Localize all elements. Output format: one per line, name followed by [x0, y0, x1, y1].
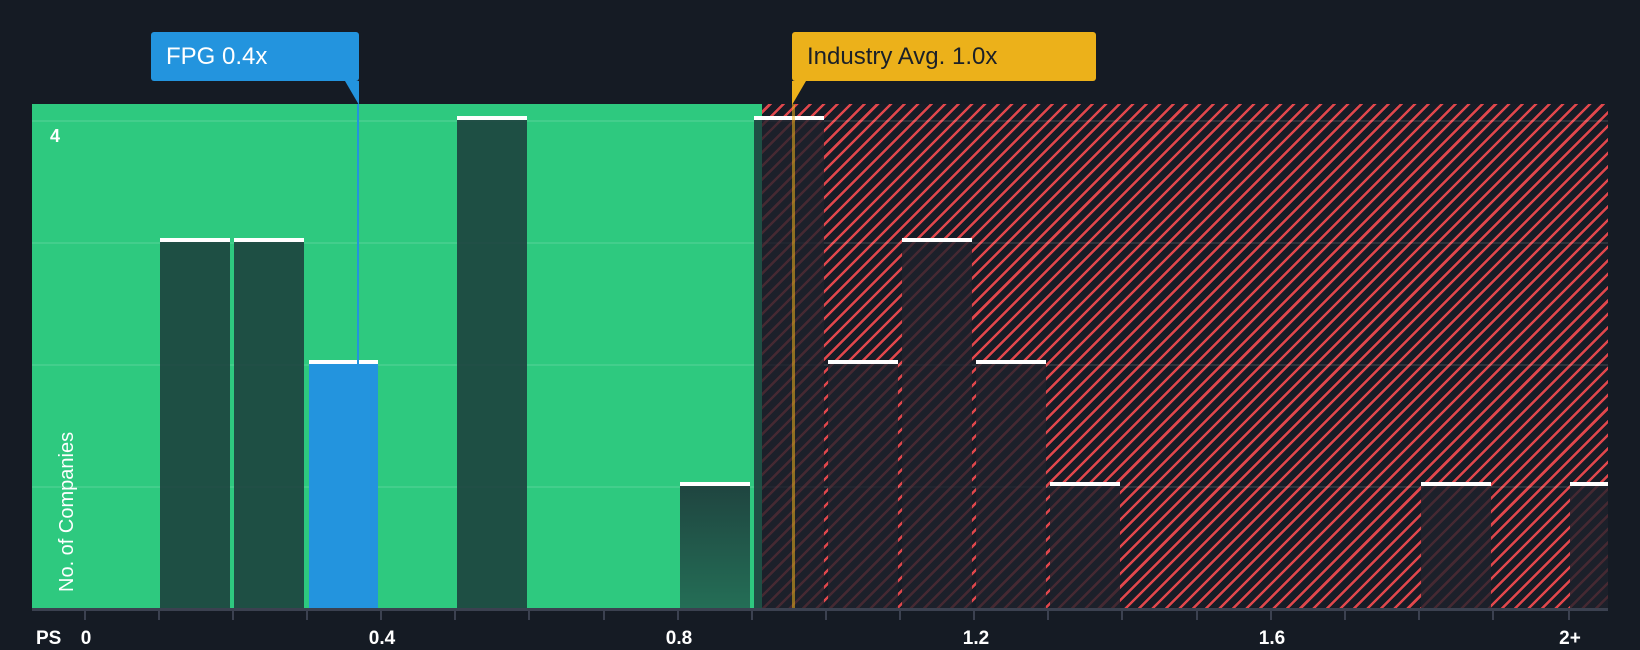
y-axis-title: No. of Companies	[56, 431, 78, 592]
x-tick	[1492, 611, 1494, 620]
y-tick-label-4: 4	[50, 126, 61, 146]
plot-area	[32, 104, 1608, 608]
x-tick	[751, 611, 753, 620]
x-tick-label-1.2: 1.2	[962, 628, 990, 649]
x-tick	[899, 611, 901, 620]
bar-cap	[680, 482, 750, 486]
x-tick-label-0: 0	[80, 628, 92, 649]
histogram-bar[interactable]	[828, 360, 898, 608]
x-tick	[603, 611, 605, 620]
bar-cap	[976, 360, 1046, 364]
fpg-callout-pointer	[345, 81, 359, 105]
histogram-bar[interactable]	[457, 116, 527, 608]
x-tick	[677, 611, 679, 620]
industry-marker-line	[792, 104, 795, 608]
fpg-bar[interactable]	[309, 360, 378, 608]
bar-cap	[1570, 482, 1608, 486]
x-tick	[973, 611, 975, 620]
industry-callout-pointer	[792, 81, 806, 105]
x-tick	[1121, 611, 1123, 620]
x-tick-label-1.6: 1.6	[1258, 628, 1286, 649]
x-tick-label-2plus: 2+	[1559, 628, 1581, 649]
histogram-bar[interactable]	[976, 360, 1046, 608]
x-tick	[1270, 611, 1272, 620]
histogram-bar[interactable]	[754, 120, 762, 608]
x-tick	[1047, 611, 1049, 620]
x-tick	[232, 611, 234, 620]
x-tick	[825, 611, 827, 620]
histogram-bar[interactable]	[1570, 482, 1608, 608]
x-tick	[1568, 611, 1570, 620]
x-tick	[158, 611, 160, 620]
x-tick	[528, 611, 530, 620]
industry-avg-callout: Industry Avg. 1.0x	[792, 32, 1096, 81]
x-axis-name: PS	[36, 628, 62, 649]
x-tick	[306, 611, 308, 620]
x-tick	[1344, 611, 1346, 620]
bar-cap	[754, 116, 824, 120]
fpg-callout: FPG 0.4x	[151, 32, 359, 81]
industry-avg-callout-text: Industry Avg. 1.0x	[807, 43, 998, 70]
histogram-bar[interactable]	[1050, 482, 1120, 608]
bar-cap	[160, 238, 230, 242]
bar-cap	[309, 360, 378, 364]
bar-cap	[902, 238, 972, 242]
histogram-bar[interactable]	[160, 238, 230, 608]
histogram-bar[interactable]	[234, 238, 304, 608]
x-tick	[380, 611, 382, 620]
bar-cap	[1421, 482, 1491, 486]
x-tick	[84, 611, 86, 620]
histogram-bar[interactable]	[1421, 482, 1491, 608]
x-tick	[1418, 611, 1420, 620]
x-tick	[454, 611, 456, 620]
x-axis-line	[32, 608, 1608, 611]
bar-cap	[1050, 482, 1120, 486]
x-tick-label-0.4: 0.4	[368, 628, 396, 649]
x-tick-label-0.8: 0.8	[665, 628, 693, 649]
bar-cap	[828, 360, 898, 364]
below-average-zone	[32, 104, 762, 608]
bar-cap	[457, 116, 527, 120]
fpg-callout-text: FPG 0.4x	[166, 43, 268, 70]
x-tick	[1196, 611, 1198, 620]
histogram-bar[interactable]	[902, 238, 972, 608]
histogram-bar[interactable]	[680, 482, 750, 608]
bar-cap	[234, 238, 304, 242]
fpg-marker-line	[357, 104, 359, 608]
